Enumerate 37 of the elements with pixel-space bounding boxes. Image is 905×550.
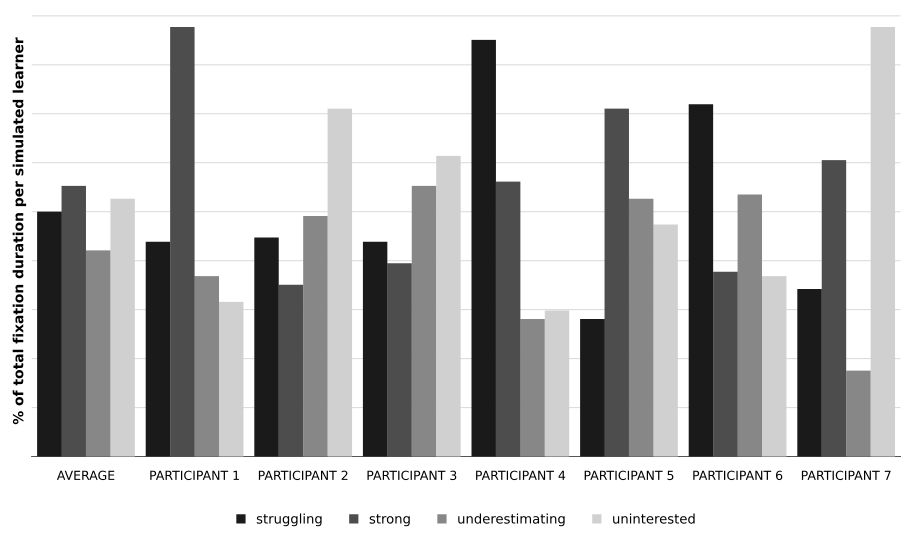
y-axis-title: % of total fixation duration per simulated learner	[12, 37, 26, 424]
bar	[328, 108, 352, 456]
bar	[86, 250, 110, 456]
bar	[520, 319, 545, 456]
bar	[797, 288, 822, 456]
bar	[762, 276, 786, 456]
bar	[738, 194, 762, 456]
bar	[146, 242, 170, 456]
x-tick-label: PARTICIPANT 2	[258, 470, 348, 480]
legend-label: struggling	[256, 513, 322, 526]
x-tick-label: PARTICIPANT 1	[150, 470, 239, 480]
bar	[580, 319, 605, 456]
bar	[303, 216, 328, 456]
bar	[219, 302, 244, 456]
legend-label: strong	[370, 514, 410, 526]
bar	[362, 242, 388, 456]
bar	[194, 276, 220, 456]
bar	[688, 104, 714, 456]
bar	[653, 224, 678, 456]
bar	[412, 186, 436, 456]
x-tick-label: PARTICIPANT 6	[693, 470, 782, 480]
legend-label: underestimating	[458, 513, 565, 526]
bar	[110, 198, 135, 456]
bar	[870, 26, 896, 456]
x-tick-label: AVERAGE	[56, 470, 114, 480]
bar	[436, 156, 461, 456]
bar	[37, 212, 62, 456]
bar	[544, 310, 570, 456]
x-tick-label: PARTICIPANT 4	[476, 470, 566, 480]
bar	[472, 40, 496, 456]
legend-label: uninterested	[613, 513, 695, 524]
bar	[254, 237, 279, 456]
bar	[628, 198, 654, 456]
bar	[846, 370, 871, 456]
x-tick-label: PARTICIPANT 3	[367, 470, 456, 480]
x-tick-label: PARTICIPANT 7	[802, 470, 891, 480]
x-tick-label: PARTICIPANT 5	[584, 470, 674, 480]
